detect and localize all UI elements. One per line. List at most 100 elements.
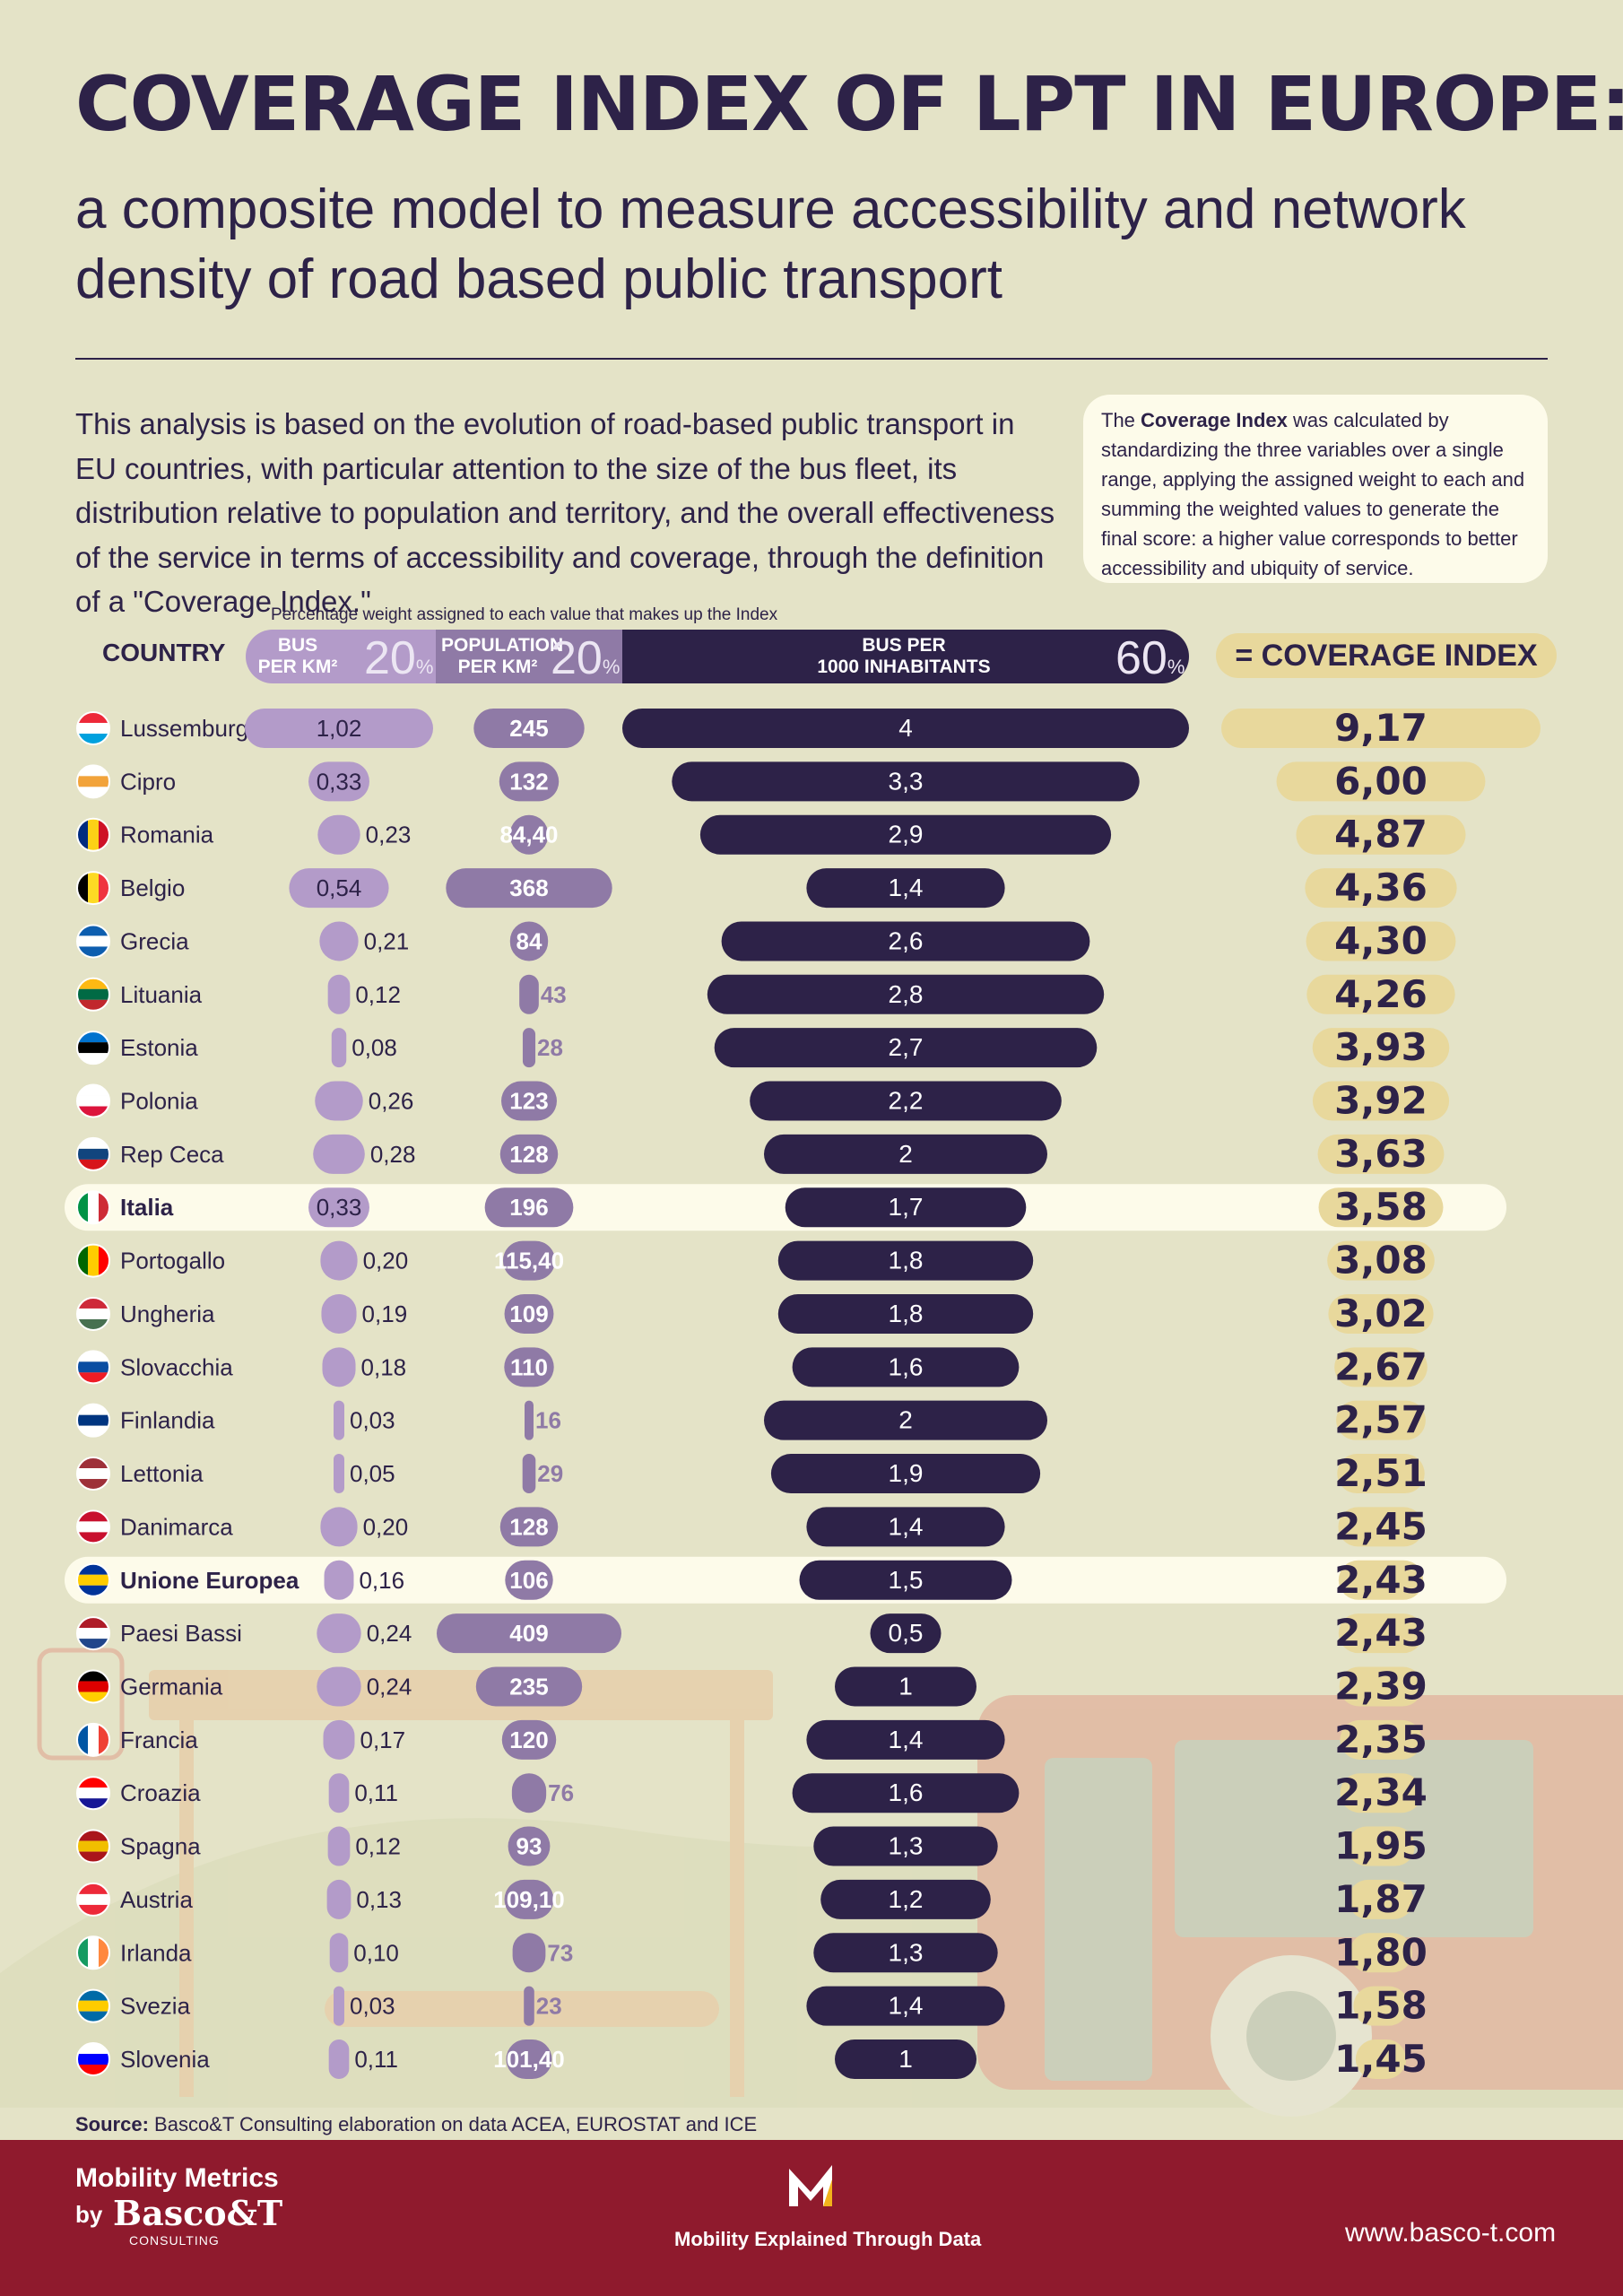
country-label: Finlandia	[120, 1407, 215, 1434]
bar-bus-per-km2	[319, 921, 359, 961]
coverage-index-header: = COVERAGE INDEX	[1216, 633, 1557, 678]
value-population-per-km2: 84,40	[499, 822, 558, 848]
country-label: Francia	[120, 1726, 198, 1753]
bar-bus-per-1000	[777, 1240, 1034, 1281]
bar-bus-per-km2	[334, 1986, 344, 2026]
bar-coverage-index	[1336, 1400, 1426, 1440]
bar-population-per-km2	[437, 1613, 621, 1654]
bar-population-per-km2	[499, 761, 560, 802]
bar-bus-per-1000	[622, 709, 1189, 748]
value-population-per-km2: 109,10	[493, 1886, 565, 1913]
value-population-per-km2: 110	[510, 1353, 548, 1380]
table-row	[76, 977, 110, 1012]
bar-bus-per-1000	[764, 1400, 1047, 1440]
note-rest: was calculated by standardizing the thre…	[1101, 409, 1525, 579]
table-row	[76, 764, 110, 799]
bar-bus-per-1000	[806, 868, 1005, 909]
bar-coverage-index	[1334, 1347, 1428, 1387]
bar-population-per-km2	[484, 1187, 574, 1228]
country-label: Rep Ceca	[120, 1141, 224, 1168]
country-label: Lussemburgo	[120, 715, 262, 742]
value-population-per-km2: 29	[537, 1460, 563, 1487]
brand-logo: Basco&T	[113, 2193, 283, 2233]
value-bus-per-1000: 1,3	[889, 1938, 924, 1966]
value-bus-per-1000: 1,6	[889, 1352, 924, 1380]
country-label: Italia	[120, 1194, 174, 1221]
bar-bus-per-km2	[308, 1187, 369, 1228]
header-population-label: POPULATION PER KM²	[441, 635, 564, 678]
bar-bus-per-km2	[317, 1666, 361, 1707]
country-label: Germania	[120, 1673, 223, 1700]
bar-bus-per-km2	[331, 1028, 347, 1068]
bar-coverage-index	[1338, 1613, 1424, 1654]
bar-coverage-index	[1221, 709, 1541, 748]
value-bus-per-1000: 1,5	[889, 1566, 924, 1594]
bar-coverage-index	[1340, 1719, 1422, 1760]
value-bus-per-km2: 0,20	[363, 1513, 409, 1540]
bar-bus-per-1000	[699, 814, 1112, 855]
bar-coverage-index	[1338, 1507, 1424, 1547]
value-bus-per-km2: 0,26	[369, 1088, 414, 1115]
footer-band	[0, 2140, 1623, 2296]
bar-coverage-index	[1317, 1134, 1445, 1174]
value-coverage-index: 3,93	[1334, 1025, 1428, 1069]
intro-paragraph: This analysis is based on the evolution …	[75, 407, 1055, 618]
country-label: Austria	[120, 1886, 193, 1913]
value-bus-per-km2: 0,11	[354, 1779, 398, 1806]
bar-coverage-index	[1327, 1240, 1435, 1281]
bar-bus-per-1000	[777, 1293, 1034, 1334]
bar-bus-per-km2	[308, 761, 369, 802]
bar-coverage-index	[1306, 921, 1456, 961]
bar-bus-per-1000	[835, 2039, 976, 2079]
bar-population-per-km2	[524, 1986, 534, 2026]
value-bus-per-1000: 1,4	[889, 1726, 924, 1753]
bar-population-per-km2	[446, 868, 612, 909]
table-row	[76, 924, 110, 959]
bar-bus-per-km2	[327, 974, 351, 1014]
value-coverage-index: 2,43	[1334, 1558, 1428, 1602]
value-bus-per-km2: 0,19	[362, 1300, 408, 1327]
bar-bus-per-1000	[806, 1986, 1005, 2026]
value-bus-per-1000: 2,7	[889, 1033, 924, 1061]
value-bus-per-1000: 1	[898, 1672, 913, 1700]
bar-coverage-index	[1348, 1879, 1414, 1919]
bar-bus-per-km2	[328, 2039, 350, 2079]
bar-population-per-km2	[511, 1773, 547, 1813]
bar-bus-per-km2	[320, 1507, 358, 1547]
value-coverage-index: 2,34	[1334, 1770, 1428, 1814]
bar-bus-per-km2	[321, 1293, 357, 1334]
value-population-per-km2: 368	[509, 874, 548, 901]
bar-bus-per-1000	[813, 1826, 998, 1866]
value-bus-per-km2: 0,12	[355, 981, 401, 1008]
value-bus-per-1000: 2	[898, 1406, 913, 1434]
value-bus-per-km2: 0,24	[367, 1620, 412, 1647]
bar-bus-per-km2	[313, 1134, 365, 1174]
country-label: Portogallo	[120, 1248, 225, 1274]
bar-population-per-km2	[508, 1826, 551, 1866]
divider	[75, 358, 1548, 360]
header-population-per-km2: POPULATION PER KM² 20%	[436, 630, 622, 683]
country-label: Belgio	[120, 874, 185, 901]
bar-coverage-index	[1347, 1826, 1415, 1866]
value-bus-per-1000: 2,2	[889, 1087, 924, 1115]
header-bus-per-km2-label: BUS PER KM²	[257, 635, 338, 678]
value-population-per-km2: 235	[509, 1673, 548, 1700]
value-coverage-index: 2,57	[1334, 1398, 1428, 1442]
brand-consulting: CONSULTING	[129, 2233, 220, 2248]
value-coverage-index: 2,45	[1334, 1504, 1428, 1548]
value-bus-per-km2: 0,11	[354, 2046, 398, 2073]
country-label: Unione Europea	[120, 1567, 299, 1594]
value-bus-per-km2: 0,17	[360, 1726, 406, 1753]
value-population-per-km2: 84	[516, 927, 542, 954]
bar-population-per-km2	[525, 1400, 534, 1440]
italy-flag-icon	[77, 1191, 109, 1224]
country-label: Polonia	[120, 1088, 198, 1115]
value-bus-per-km2: 0,16	[359, 1567, 404, 1594]
value-bus-per-km2: 0,18	[361, 1353, 407, 1380]
table-row	[76, 1829, 110, 1864]
bar-bus-per-1000	[792, 1773, 1020, 1813]
method-note: The Coverage Index was calculated by sta…	[1083, 395, 1548, 583]
website-link[interactable]: www.basco-t.com	[1345, 2218, 1557, 2248]
country-label: Danimarca	[120, 1513, 233, 1540]
bar-population-per-km2	[522, 1028, 536, 1068]
